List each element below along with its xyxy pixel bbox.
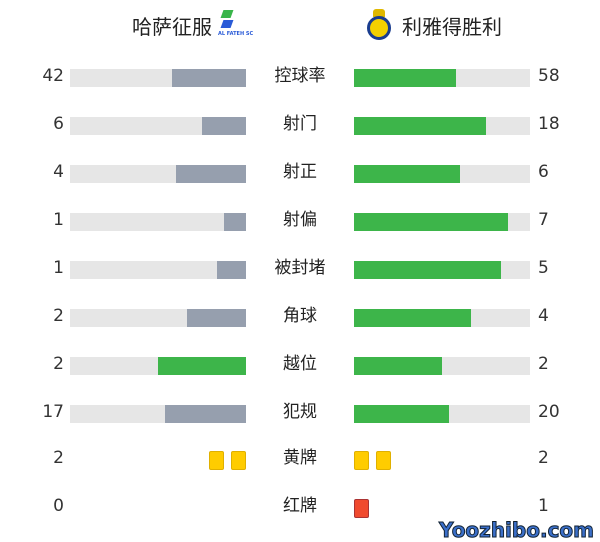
home-value: 17 [42,402,64,422]
logo-text: AL FATEH SC [218,31,254,37]
al-nassr-logo [364,8,394,42]
away-bar-fill [354,69,457,87]
stat-row: 17 犯规 20 [0,390,600,438]
home-bar-fill [172,69,246,87]
home-bar-fill [187,309,246,327]
home-bar [70,213,246,231]
away-bar-fill [354,213,508,231]
home-bar-fill [216,261,246,279]
yellow-card-icon [376,451,391,470]
away-value: 6 [538,162,549,182]
away-value: 2 [538,354,549,374]
away-team-name: 利雅得胜利 [402,14,502,39]
away-bar-fill [354,357,442,375]
away-bar [354,165,530,183]
stat-row: 2 角球 4 [0,294,600,342]
stat-label: 射偏 [283,210,317,230]
stat-label: 越位 [283,354,317,374]
yellow-card-icon [354,451,369,470]
away-value: 5 [538,258,549,278]
home-bar-fill [202,117,246,135]
card-row: 2 黄牌 2 [0,436,600,484]
away-value: 4 [538,306,549,326]
home-bar-fill [165,405,246,423]
home-bar-fill [175,165,246,183]
home-bar [70,117,246,135]
home-value: 1 [53,258,64,278]
red-card-icon [354,499,369,518]
away-bar-fill [354,309,472,327]
home-value: 2 [53,306,64,326]
away-bar-fill [354,117,486,135]
home-value: 4 [53,162,64,182]
home-team-name: 哈萨征服 [132,14,212,39]
stat-row: 4 射正 6 [0,150,600,198]
away-team-header: 利雅得胜利 [364,0,502,50]
home-value: 1 [53,210,64,230]
home-bar [70,69,246,87]
stat-label: 射正 [283,162,317,182]
stat-label: 控球率 [274,66,326,86]
stat-label: 红牌 [283,496,317,516]
card-row: 0 红牌 1 [0,484,600,532]
away-bar-fill [354,165,460,183]
away-bar-fill [354,405,450,423]
stat-label: 角球 [283,306,317,326]
away-bar [354,357,530,375]
home-bar [70,261,246,279]
home-value: 2 [53,448,64,468]
home-bar-fill [158,357,246,375]
home-value: 2 [53,354,64,374]
away-value: 18 [538,114,560,134]
stat-row: 6 射门 18 [0,102,600,150]
away-bar [354,309,530,327]
home-value: 6 [53,114,64,134]
away-bar [354,261,530,279]
away-value: 1 [538,496,549,516]
stat-row: 1 射偏 7 [0,198,600,246]
al-fateh-logo: AL FATEH SC [218,8,258,42]
home-bar [70,165,246,183]
away-value: 7 [538,210,549,230]
home-bar [70,309,246,327]
home-bar [70,357,246,375]
home-team-header: 哈萨征服 AL FATEH SC [132,0,258,50]
stat-row: 1 被封堵 5 [0,246,600,294]
stat-label: 射门 [283,114,317,134]
yellow-card-icon [231,451,246,470]
away-bar [354,69,530,87]
stat-row: 2 越位 2 [0,342,600,390]
away-bar [354,117,530,135]
stat-label: 被封堵 [274,258,326,278]
away-value: 2 [538,448,549,468]
stat-row: 42 控球率 58 [0,54,600,102]
watermark: Yoozhibo.com [439,518,595,542]
away-bar [354,213,530,231]
stat-label: 黄牌 [283,448,317,468]
home-value: 0 [53,496,64,516]
stat-label: 犯规 [283,402,317,422]
away-value: 20 [538,402,560,422]
home-bar-fill [224,213,246,231]
away-bar-fill [354,261,501,279]
yellow-card-icon [209,451,224,470]
away-value: 58 [538,66,560,86]
home-bar [70,405,246,423]
home-value: 42 [42,66,64,86]
away-bar [354,405,530,423]
